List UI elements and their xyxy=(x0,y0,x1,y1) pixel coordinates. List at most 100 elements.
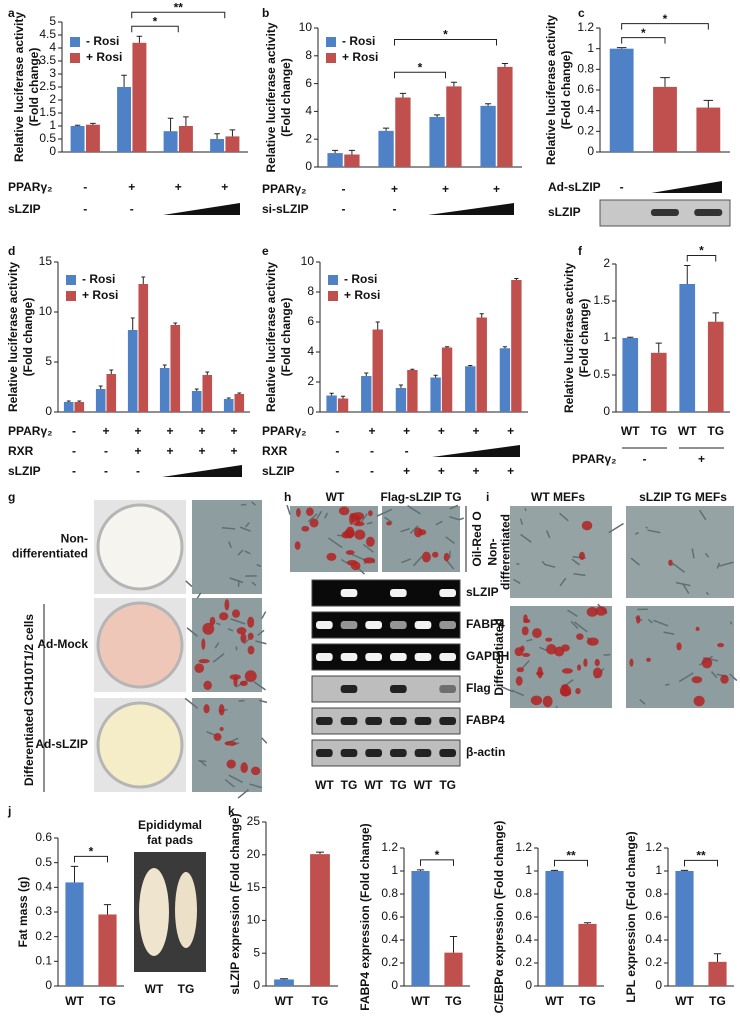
bar xyxy=(444,952,463,986)
error-bar xyxy=(514,278,519,280)
cell-texture xyxy=(435,520,443,526)
y-tick-label: 0 xyxy=(45,404,52,418)
bar xyxy=(499,348,511,412)
fat-pad xyxy=(175,872,197,948)
condition-label: sLZIP xyxy=(262,464,295,478)
y-tick-label: 4 xyxy=(49,40,56,54)
error-bar xyxy=(398,384,404,388)
condition-value: - xyxy=(335,424,339,438)
cell-texture xyxy=(324,512,329,519)
lipid-droplet xyxy=(676,642,682,651)
y-tick-label: 4 xyxy=(305,104,312,118)
condition-value: - xyxy=(130,202,134,216)
error-bar xyxy=(468,365,473,367)
lipid-droplet xyxy=(247,645,255,655)
lipid-droplet xyxy=(720,674,729,684)
cell-texture xyxy=(555,705,558,709)
cell-texture xyxy=(409,525,419,534)
cell-texture xyxy=(224,778,235,788)
lipid-droplet xyxy=(432,551,439,558)
y-axis-label: sLZIP expression (Fold change) xyxy=(228,813,242,994)
cell-texture xyxy=(307,513,318,523)
blot-band xyxy=(694,209,723,216)
lipid-droplet xyxy=(305,507,314,516)
significance-label: * xyxy=(443,28,448,42)
y-tick-label: 6 xyxy=(305,76,312,90)
lipid-droplet xyxy=(309,518,319,528)
cell-texture xyxy=(237,789,250,799)
lipid-droplet xyxy=(219,612,229,621)
bar xyxy=(74,402,85,412)
condition-value: + xyxy=(230,444,237,458)
significance-bracket xyxy=(131,25,179,33)
lipid-droplet xyxy=(213,733,222,741)
condition-value: + xyxy=(221,180,228,194)
legend-label: - Rosi xyxy=(344,272,377,286)
condition-label: PPARγ₂ xyxy=(572,452,616,466)
error-bar xyxy=(703,99,714,108)
condition-value: + xyxy=(102,424,109,438)
y-tick-label: 0.2 xyxy=(381,955,398,969)
lipid-droplet xyxy=(201,638,206,650)
cell-texture xyxy=(237,549,244,556)
y-tick-label: 1 xyxy=(603,330,610,344)
condition-label: RXR xyxy=(8,444,34,458)
legend-label: + Rosi xyxy=(344,288,380,302)
condition-value: - xyxy=(335,464,339,478)
culture-dish xyxy=(96,601,184,689)
panel-letter: h xyxy=(284,490,291,504)
x-tick-label: WT xyxy=(411,994,430,1008)
blot-band xyxy=(439,621,456,629)
y-tick-label: 2 xyxy=(305,131,312,145)
dose-ramp xyxy=(163,203,240,215)
cell-texture xyxy=(710,671,718,679)
bar xyxy=(511,280,522,412)
x-tick-label: TG xyxy=(707,424,724,438)
cell-texture xyxy=(229,577,244,584)
y-tick-label: 5 xyxy=(253,945,260,959)
condition-value: + xyxy=(507,424,514,438)
error-bar xyxy=(383,127,390,131)
y-tick-label: 5 xyxy=(49,14,56,28)
lipid-droplet xyxy=(350,561,361,571)
error-bar xyxy=(485,103,492,106)
cell-texture xyxy=(567,609,578,618)
lipid-droplet xyxy=(240,762,248,774)
condition-value: + xyxy=(698,452,705,466)
error-bar xyxy=(66,400,71,402)
cell-texture xyxy=(647,618,653,624)
cell-texture xyxy=(630,557,641,566)
cell-texture xyxy=(401,558,412,564)
significance-label: * xyxy=(641,26,646,40)
cell-texture xyxy=(238,699,245,703)
cell-texture xyxy=(261,737,268,744)
cell-texture xyxy=(407,504,421,515)
lipid-droplet xyxy=(202,622,215,635)
cell-texture xyxy=(253,681,266,691)
lipid-droplet xyxy=(421,551,431,563)
y-tick-label: 25 xyxy=(247,814,261,828)
legend-swatch xyxy=(326,53,336,63)
y-tick-label: 0 xyxy=(307,404,314,418)
error-bar xyxy=(90,122,96,125)
bar xyxy=(378,130,394,167)
lipid-droplet xyxy=(226,759,236,769)
cell-texture xyxy=(240,503,247,506)
cell-texture xyxy=(216,622,221,626)
y-axis-label: Relative luciferase activity xyxy=(562,263,576,413)
x-tick-label: TG xyxy=(709,994,726,1008)
y-tick-label: 0.3 xyxy=(35,904,52,918)
y-tick-label: 10 xyxy=(299,20,313,34)
cell-texture xyxy=(459,517,465,521)
lipid-droplet xyxy=(561,668,573,674)
blot-band xyxy=(340,653,358,661)
bar xyxy=(622,338,639,412)
error-bar xyxy=(162,364,167,368)
condition-value: + xyxy=(403,424,410,438)
bar xyxy=(465,366,476,412)
cell-texture xyxy=(212,653,225,663)
y-tick-label: 0.8 xyxy=(645,886,662,900)
cell-texture xyxy=(571,558,581,566)
lane-label: TG xyxy=(390,778,407,792)
lipid-droplet xyxy=(203,680,212,691)
